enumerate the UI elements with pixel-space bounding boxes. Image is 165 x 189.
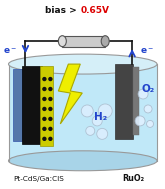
Circle shape — [97, 128, 108, 139]
Circle shape — [42, 127, 47, 131]
Circle shape — [86, 126, 95, 135]
Circle shape — [81, 105, 93, 117]
Circle shape — [42, 87, 47, 91]
Bar — [115, 64, 133, 139]
Circle shape — [92, 116, 102, 126]
Circle shape — [48, 87, 53, 91]
Bar — [133, 67, 139, 135]
Circle shape — [135, 116, 145, 126]
Ellipse shape — [101, 36, 109, 47]
Text: Pt-CdS/Ga:CIS: Pt-CdS/Ga:CIS — [13, 176, 64, 182]
Bar — [40, 66, 53, 146]
Text: RuO₂: RuO₂ — [122, 174, 144, 183]
Circle shape — [42, 137, 47, 141]
Bar — [22, 66, 42, 144]
Circle shape — [42, 97, 47, 101]
Text: O₂: O₂ — [141, 84, 155, 94]
Text: H₂: H₂ — [94, 112, 107, 122]
Ellipse shape — [9, 151, 157, 171]
Text: 0.65V: 0.65V — [80, 6, 109, 15]
Text: e$^-$: e$^-$ — [140, 46, 154, 56]
Polygon shape — [58, 64, 82, 124]
Text: bias >: bias > — [45, 6, 80, 15]
Circle shape — [48, 137, 53, 141]
Circle shape — [42, 77, 47, 81]
Bar — [9, 64, 157, 161]
Circle shape — [48, 77, 53, 81]
Bar — [62, 36, 105, 47]
Circle shape — [147, 120, 154, 127]
Ellipse shape — [9, 54, 157, 74]
Circle shape — [48, 127, 53, 131]
Circle shape — [98, 104, 112, 118]
Bar — [14, 69, 22, 141]
Circle shape — [48, 117, 53, 121]
Circle shape — [138, 89, 148, 99]
Ellipse shape — [58, 36, 66, 47]
Circle shape — [42, 117, 47, 121]
Text: e$^-$: e$^-$ — [3, 46, 17, 56]
Circle shape — [48, 97, 53, 101]
Circle shape — [48, 107, 53, 111]
Circle shape — [42, 107, 47, 111]
Circle shape — [144, 105, 152, 113]
